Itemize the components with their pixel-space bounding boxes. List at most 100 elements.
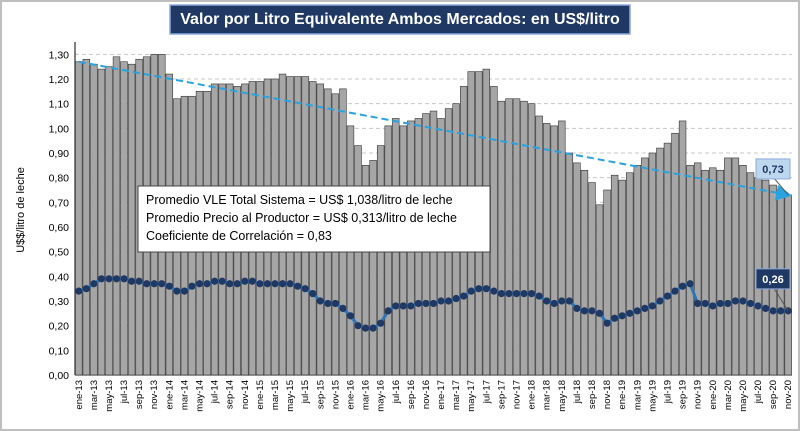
bar (693, 162, 702, 376)
x-tick-label: nov-19 (693, 380, 704, 409)
point (226, 280, 234, 288)
point (694, 299, 702, 308)
x-tick-label: nov-20 (783, 380, 794, 409)
x-tick-label: may-18 (557, 380, 568, 412)
point (105, 275, 113, 283)
point (595, 309, 604, 317)
point (309, 290, 317, 298)
point (294, 282, 302, 290)
note: Promedio Precio al Productor = US$ 0,313… (146, 211, 457, 225)
point (588, 307, 596, 315)
point (558, 297, 566, 305)
point (256, 280, 264, 288)
point (671, 287, 679, 295)
y-tick-label: 0,30 (49, 296, 70, 308)
point (211, 277, 219, 285)
x-tick-label: sep-16 (406, 380, 417, 409)
x-tick-label: mar-13 (89, 380, 100, 410)
end-label-leader (772, 286, 789, 312)
bar (535, 115, 543, 376)
x-tick-label: jul-17 (481, 380, 492, 404)
x-tick-label: nov-18 (602, 380, 613, 409)
x-tick-label: may-15 (285, 380, 296, 412)
y-tick-label: 0,60 (49, 222, 70, 234)
bar (354, 145, 362, 376)
point (731, 297, 739, 305)
x-tick-label: may-16 (376, 380, 387, 412)
point (331, 299, 339, 308)
point (407, 302, 415, 310)
x-tick-label: mar-15 (270, 380, 281, 410)
bar (626, 172, 634, 376)
y-tick-label: 0,80 (49, 173, 70, 185)
point (188, 282, 196, 290)
x-tick-label: mar-19 (632, 380, 643, 410)
bar (641, 157, 649, 376)
point (165, 282, 173, 290)
point (233, 280, 241, 288)
bar (490, 86, 498, 376)
point (580, 307, 589, 315)
bar (120, 61, 128, 376)
point (460, 292, 468, 300)
x-tick-label: mar-14 (179, 380, 190, 410)
point (392, 302, 400, 310)
point (656, 297, 664, 305)
x-tick-label: ene-14 (164, 380, 175, 410)
x-tick-label: jul-19 (662, 380, 673, 404)
point (218, 277, 226, 285)
x-tick-label: may-17 (466, 380, 477, 412)
bar (82, 58, 91, 376)
x-tick-label: jul-14 (210, 380, 221, 404)
x-tick-label: nov-14 (240, 380, 251, 409)
point (497, 290, 506, 298)
point (467, 287, 475, 295)
bar (656, 147, 664, 376)
point (135, 277, 143, 285)
x-tick-label: sep-17 (496, 380, 507, 409)
point (324, 299, 332, 308)
point (377, 319, 385, 327)
end-label: 0,26 (762, 274, 783, 286)
point (286, 280, 294, 288)
y-tick-label: 1,00 (49, 123, 70, 135)
y-tick-label: 0,10 (49, 345, 70, 357)
point (709, 302, 717, 310)
bar (731, 157, 740, 376)
x-tick-label: ene-17 (436, 380, 447, 410)
point (678, 282, 687, 290)
point (399, 302, 407, 310)
bar (709, 167, 717, 376)
bar (588, 182, 596, 376)
y-tick-label: 1,20 (49, 74, 70, 86)
point (143, 280, 151, 288)
point (195, 280, 204, 288)
point (611, 314, 619, 322)
point (777, 307, 785, 315)
x-tick-label: may-19 (647, 380, 658, 412)
point (128, 277, 136, 285)
bar (716, 169, 724, 376)
end-label-leader (772, 176, 789, 196)
point (316, 297, 324, 305)
bar (610, 174, 619, 376)
x-tick-label: mar-16 (361, 380, 372, 410)
point (716, 299, 724, 308)
bar (361, 165, 370, 376)
point (452, 294, 460, 303)
bar (497, 100, 506, 376)
point (482, 285, 490, 293)
point (641, 304, 649, 312)
bar (595, 204, 604, 376)
x-tick-label: ene-18 (527, 380, 538, 410)
point (626, 309, 634, 317)
point (761, 304, 770, 312)
note: Coeficiente de Correlación = 0,83 (146, 229, 332, 243)
bar (618, 179, 626, 376)
x-tick-label: ene-19 (617, 380, 628, 410)
x-tick-label: mar-17 (451, 380, 462, 410)
point (339, 304, 347, 312)
bar (565, 152, 574, 376)
point (535, 292, 543, 300)
